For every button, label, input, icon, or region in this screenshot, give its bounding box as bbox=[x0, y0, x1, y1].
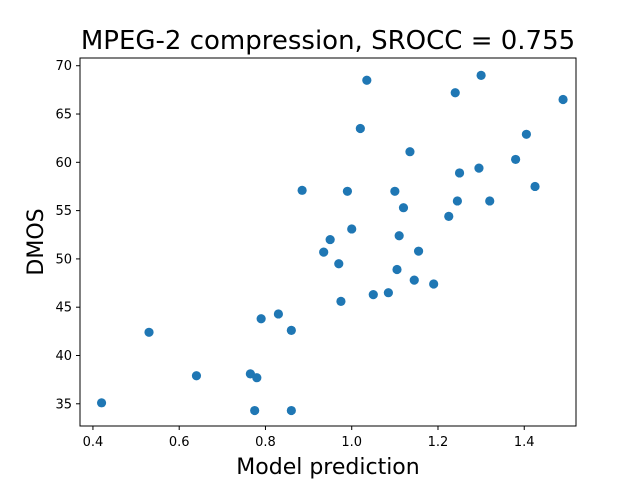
data-point bbox=[362, 75, 372, 85]
data-point bbox=[452, 196, 462, 206]
data-point bbox=[297, 185, 307, 195]
data-point bbox=[355, 123, 365, 134]
data-point bbox=[250, 405, 260, 416]
data-point bbox=[390, 186, 400, 196]
data-point bbox=[342, 186, 353, 196]
y-tick-label: 65 bbox=[55, 108, 72, 123]
y-tick-label: 70 bbox=[55, 59, 72, 74]
y-tick-label: 60 bbox=[55, 156, 72, 171]
x-tick-label: 0.4 bbox=[83, 435, 104, 450]
y-tick-label: 40 bbox=[55, 349, 72, 364]
data-point bbox=[144, 327, 154, 337]
data-point bbox=[96, 398, 107, 408]
data-point bbox=[191, 371, 202, 381]
y-tick-label: 35 bbox=[55, 397, 72, 412]
data-point bbox=[521, 129, 532, 139]
data-point bbox=[413, 246, 424, 256]
y-tick-label: 55 bbox=[55, 204, 72, 219]
y-tick-label: 50 bbox=[55, 252, 72, 267]
data-point bbox=[252, 373, 262, 383]
data-point bbox=[319, 247, 329, 257]
data-point bbox=[474, 163, 484, 173]
data-point bbox=[444, 211, 454, 222]
x-tick-label: 0.6 bbox=[169, 435, 190, 450]
data-point bbox=[429, 279, 439, 289]
y-axis-label: DMOS bbox=[24, 208, 49, 275]
data-point bbox=[485, 196, 495, 206]
data-point bbox=[336, 296, 346, 307]
data-point bbox=[398, 203, 409, 213]
chart-title: MPEG-2 compression, SROCC = 0.755 bbox=[81, 26, 575, 56]
data-point bbox=[409, 275, 419, 285]
data-point bbox=[256, 314, 266, 324]
data-point bbox=[286, 405, 296, 416]
plot-frame bbox=[79, 57, 577, 427]
data-point bbox=[511, 154, 521, 165]
data-point bbox=[558, 94, 568, 105]
data-point bbox=[530, 181, 540, 192]
data-point bbox=[454, 168, 465, 178]
data-point bbox=[392, 264, 402, 275]
x-tick-label: 1.0 bbox=[341, 435, 362, 450]
data-point bbox=[405, 147, 415, 157]
data-point bbox=[394, 231, 404, 241]
y-axis: 35 40 45 50 55 60 65 70 bbox=[55, 59, 80, 412]
points-layer bbox=[96, 70, 568, 416]
data-point bbox=[325, 234, 335, 245]
data-point bbox=[450, 88, 460, 98]
data-point bbox=[286, 325, 296, 335]
data-point bbox=[334, 259, 344, 269]
x-axis-label: Model prediction bbox=[236, 455, 419, 480]
data-point bbox=[383, 288, 393, 298]
x-tick-label: 0.8 bbox=[255, 435, 276, 450]
x-tick-label: 1.2 bbox=[428, 435, 449, 450]
data-point bbox=[476, 70, 486, 80]
data-point bbox=[273, 309, 283, 319]
data-point bbox=[347, 224, 357, 234]
x-axis: 0.4 0.6 0.8 1.0 1.2 1.4 bbox=[83, 426, 535, 450]
y-tick-label: 45 bbox=[55, 301, 72, 316]
x-tick-label: 1.4 bbox=[514, 435, 535, 450]
data-point bbox=[368, 290, 378, 300]
